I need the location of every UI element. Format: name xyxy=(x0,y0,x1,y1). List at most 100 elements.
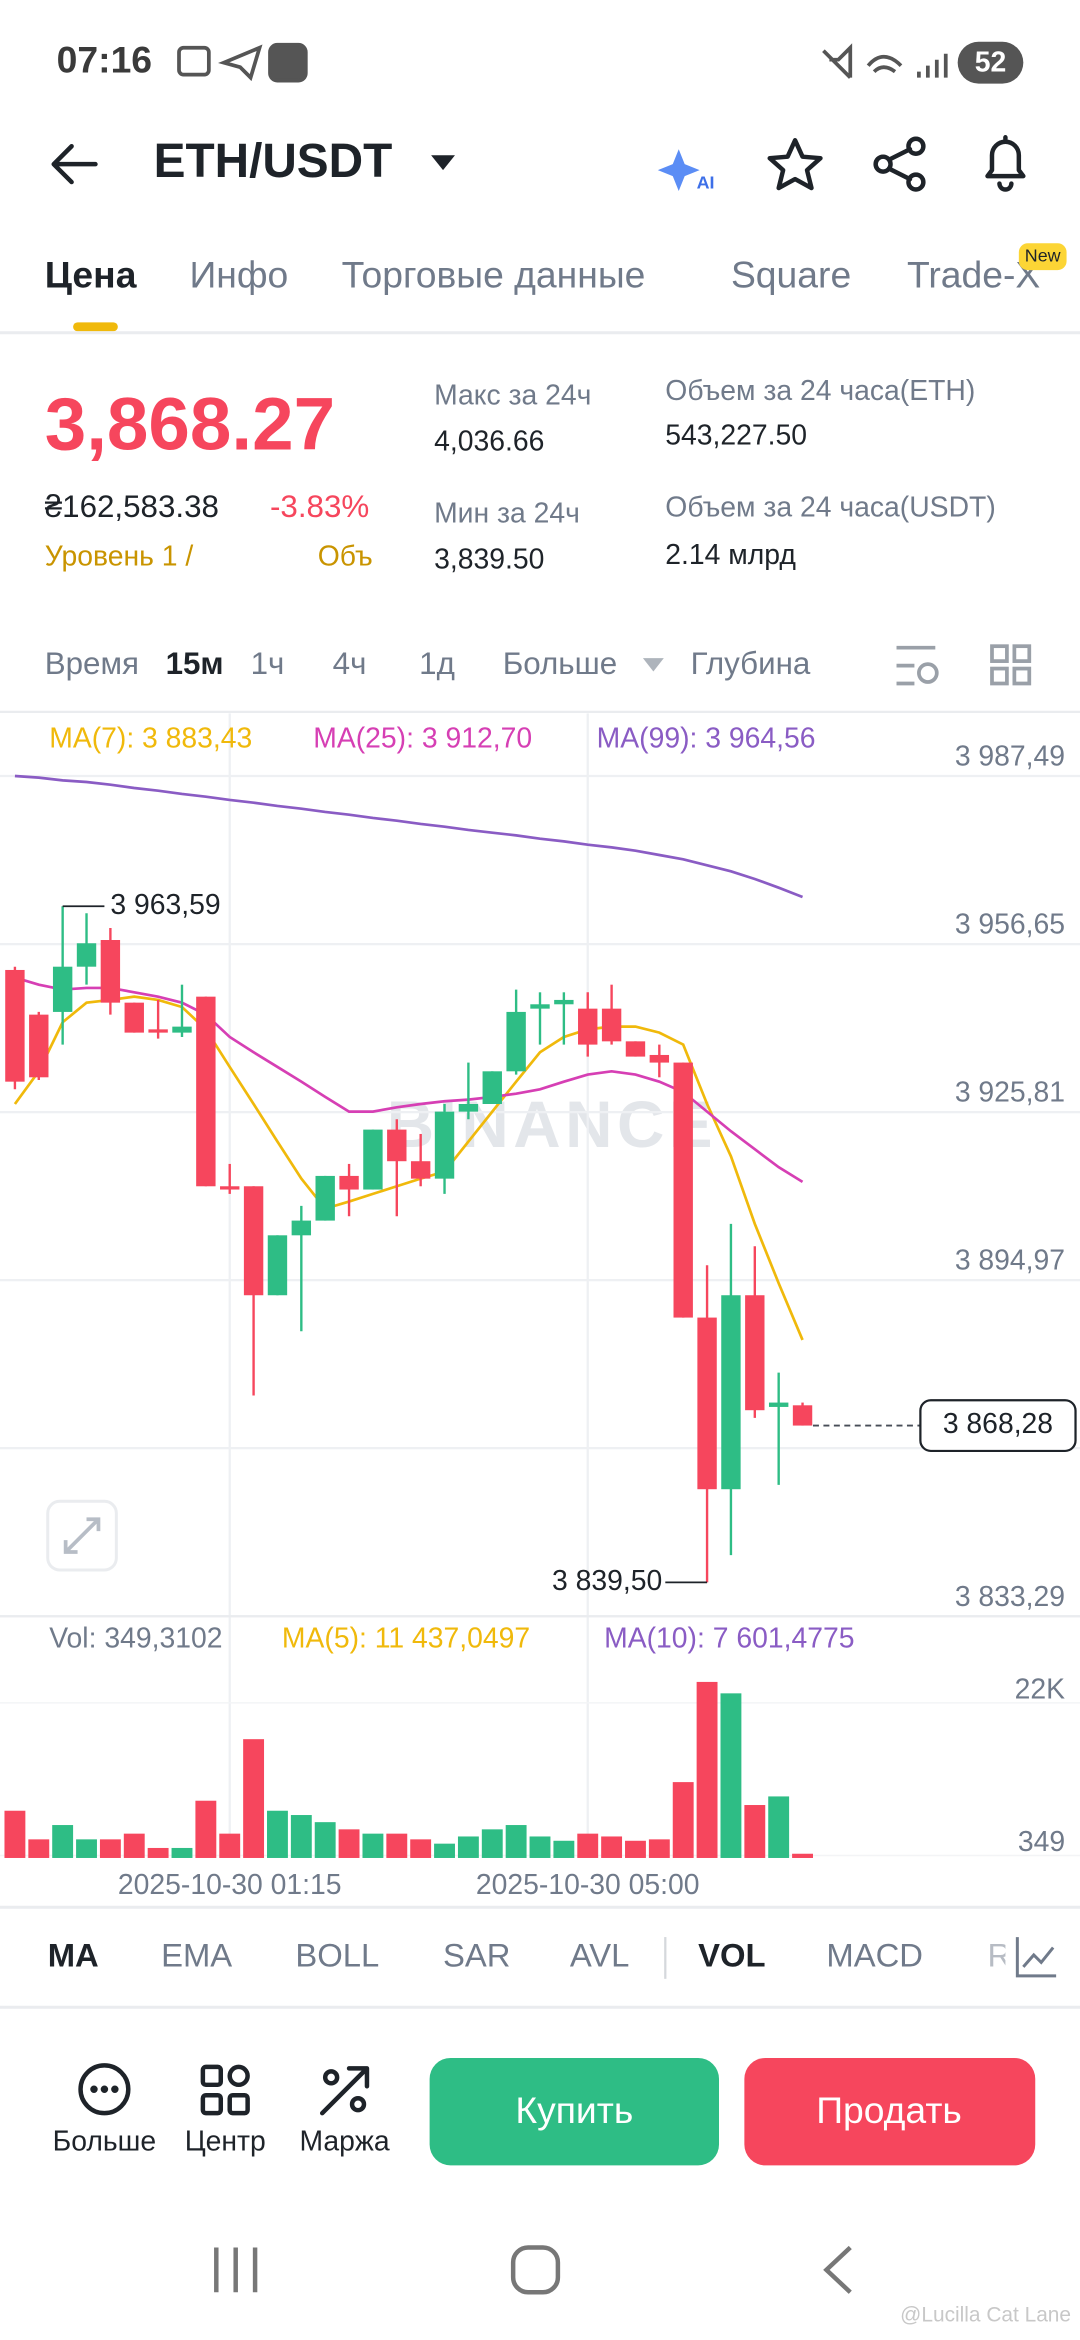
favorite-button[interactable] xyxy=(767,138,823,191)
high-label: 3 963,59 xyxy=(110,889,220,921)
price-chart: 3 987,49 3 956,65 3 925,81 3 894,97 3 833,29… xyxy=(0,713,1080,1901)
volume-short: Объ xyxy=(318,541,373,573)
candle-body xyxy=(220,1186,240,1190)
more-icon[interactable] xyxy=(78,2063,131,2116)
volume-bar xyxy=(410,1839,432,1858)
status-icons xyxy=(177,42,948,83)
battery xyxy=(957,41,1024,84)
nav-home[interactable] xyxy=(510,2245,561,2295)
candle-body xyxy=(363,1129,383,1190)
candle-body xyxy=(625,1041,646,1057)
layout-button[interactable] xyxy=(990,644,1032,686)
volume-bar xyxy=(147,1847,169,1858)
ai-icon[interactable] xyxy=(657,149,700,192)
y-tick-label: 3 833,29 xyxy=(955,1581,1065,1613)
timeframe-more[interactable]: Больше xyxy=(503,646,617,681)
pair-dropdown[interactable] xyxy=(431,155,455,171)
indicator-settings[interactable] xyxy=(1015,1937,1057,1978)
indicator[interactable]: AVL xyxy=(570,1937,630,1974)
candle-body xyxy=(100,939,121,1003)
timeframe[interactable]: 4ч xyxy=(333,646,367,681)
candle-body xyxy=(721,1295,741,1490)
user-level[interactable]: Уровень 1 / xyxy=(45,541,194,573)
volume-bar xyxy=(434,1843,455,1858)
candle-body xyxy=(578,1008,598,1045)
indicator[interactable]: SAR xyxy=(443,1937,510,1974)
x-tick-label: 2025-10-30 01:15 xyxy=(118,1869,342,1901)
timeframe[interactable]: 1д xyxy=(419,646,455,681)
timeframe[interactable]: 15м xyxy=(166,646,224,681)
sell-label[interactable]: Продать xyxy=(816,2089,962,2131)
tab[interactable]: Trade-X xyxy=(907,253,1040,295)
volume-bar xyxy=(243,1739,265,1858)
timeframe[interactable]: 1ч xyxy=(251,646,285,681)
chart-settings[interactable] xyxy=(896,645,939,686)
candle-body xyxy=(458,1103,479,1112)
indicator[interactable]: BOLL xyxy=(295,1937,379,1974)
pair-title[interactable]: ETH/USDT xyxy=(154,135,393,188)
vol-tick-label: 349 xyxy=(1018,1826,1065,1858)
candle-body xyxy=(148,1029,168,1033)
candle-body xyxy=(673,1062,693,1318)
volume-bar xyxy=(744,1805,766,1858)
share-button[interactable] xyxy=(873,136,926,192)
fiat-price: ₴162,583.38 xyxy=(45,489,219,524)
action-label[interactable]: Больше xyxy=(53,2125,156,2157)
stat-value: 543,227.50 xyxy=(665,420,807,452)
tab[interactable]: Square xyxy=(731,253,851,295)
sell-button[interactable] xyxy=(744,2057,1036,2166)
candle-body xyxy=(196,996,216,1187)
action-label[interactable]: Маржа xyxy=(300,2125,390,2157)
volume-bar xyxy=(219,1833,241,1858)
tab[interactable]: Торговые данные xyxy=(342,253,646,295)
candle-body xyxy=(768,1402,789,1407)
candle-body xyxy=(339,1175,359,1190)
low-label: 3 839,50 xyxy=(552,1565,662,1597)
indicator[interactable]: EMA xyxy=(161,1937,232,1974)
buy-button[interactable] xyxy=(429,2057,720,2166)
back-button[interactable] xyxy=(51,144,98,185)
volume-bar xyxy=(601,1836,623,1858)
current-price-box xyxy=(919,1399,1077,1453)
vol-legend: MA(5): 11 437,0497 xyxy=(282,1623,530,1655)
candle-body xyxy=(792,1405,813,1426)
nav-recents[interactable] xyxy=(214,2247,258,2293)
alert-button[interactable] xyxy=(985,135,1026,192)
volume-bar xyxy=(171,1847,193,1858)
candle-body xyxy=(52,966,73,1012)
volume-bar xyxy=(648,1839,670,1858)
candle-body xyxy=(267,1235,288,1296)
indicator[interactable]: VOL xyxy=(698,1937,765,1974)
stat-label: Объем за 24 часа(USDT) xyxy=(665,491,995,523)
buy-label[interactable]: Купить xyxy=(515,2089,633,2131)
stat-value: 4,036.66 xyxy=(434,426,544,458)
volume-bar xyxy=(28,1839,50,1858)
y-tick-label: 3 956,65 xyxy=(955,909,1065,941)
candle-body xyxy=(410,1161,431,1179)
volume-bar xyxy=(553,1840,575,1858)
nav-back[interactable] xyxy=(823,2245,852,2294)
candle-body xyxy=(172,1026,192,1033)
indicator[interactable]: R xyxy=(988,1937,1012,1974)
volume-bar xyxy=(768,1796,790,1858)
volume-bar xyxy=(792,1853,813,1858)
y-tick-label: 3 894,97 xyxy=(955,1245,1065,1277)
ma-legend: MA(7): 3 883,43 xyxy=(49,723,252,755)
candle-body xyxy=(745,1295,765,1411)
tab[interactable]: Цена xyxy=(45,253,137,295)
volume-bar xyxy=(386,1833,408,1858)
candle-body xyxy=(601,1008,622,1042)
volume-bar xyxy=(314,1822,336,1858)
tab-indicator xyxy=(73,322,118,332)
center-icon[interactable] xyxy=(200,2064,250,2116)
candle-body xyxy=(506,1011,526,1072)
depth-tab[interactable]: Глубина xyxy=(691,646,811,681)
volume-bar xyxy=(696,1681,718,1858)
x-tick-label: 2025-10-30 05:00 xyxy=(476,1869,700,1901)
indicator[interactable]: MACD xyxy=(826,1937,923,1974)
volume-bar xyxy=(52,1825,74,1858)
action-label[interactable]: Центр xyxy=(185,2125,266,2157)
indicator[interactable]: MA xyxy=(48,1937,99,1974)
margin-icon[interactable] xyxy=(319,2066,370,2116)
tab[interactable]: Инфо xyxy=(189,253,288,295)
